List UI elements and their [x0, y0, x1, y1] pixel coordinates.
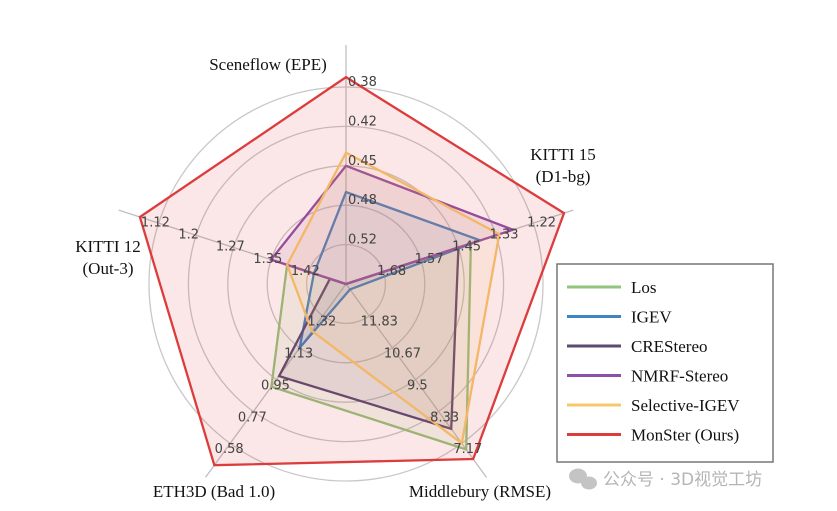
legend-box	[556, 263, 774, 463]
tick-label: 1.57	[415, 252, 444, 267]
tick-label: 1.42	[291, 264, 320, 279]
axis-title: ETH3D (Bad 1.0)	[153, 482, 275, 501]
tick-label: 0.42	[348, 114, 377, 129]
tick-label: 0.77	[238, 410, 267, 425]
tick-label: 1.68	[377, 264, 406, 279]
tick-label: 1.32	[307, 315, 336, 330]
series-selective-igev	[285, 151, 501, 446]
legend: Los IGEV CREStereo NMRF-Stereo Selective-IGE…	[556, 263, 774, 463]
axis-line	[345, 283, 488, 478]
wechat-icon	[569, 468, 597, 490]
tick-labels: 0.52 0.48 0.45 0.42 0.38 1.68 1.57 1.45 1.33 1.22…	[141, 75, 556, 457]
legend-entry: Selective-IGEV	[567, 396, 740, 415]
legend-label: MonSter (Ours)	[631, 426, 739, 445]
axis-title: Middlebury (RMSE)	[409, 482, 551, 501]
tick-label: 1.13	[284, 347, 313, 362]
legend-entry: NMRF-Stereo	[567, 367, 728, 386]
axis-titles: Sceneflow (EPE) KITTI 15 (D1-bg) Middlebury…	[75, 55, 596, 501]
axis-line	[204, 283, 347, 478]
legend-label: Los	[631, 278, 657, 297]
tick-label: 1.2	[178, 227, 199, 242]
axis-title: Sceneflow (EPE)	[209, 55, 327, 74]
watermark-text: 公众号 · 3D视觉工坊	[603, 470, 762, 490]
tick-label: 1.45	[452, 240, 481, 255]
watermark: 公众号 · 3D视觉工坊	[569, 468, 762, 490]
series-polygons	[138, 75, 566, 467]
legend-entry: MonSter (Ours)	[567, 426, 739, 445]
axis-title: (Out-3)	[83, 259, 134, 278]
legend-entry: Los	[567, 278, 657, 297]
legend-label: CREStereo	[631, 337, 708, 356]
tick-label: 0.38	[348, 75, 377, 90]
legend-entry: IGEV	[567, 308, 672, 327]
grid	[118, 45, 574, 482]
legend-entry: CREStereo	[567, 337, 708, 356]
tick-label: 1.22	[527, 215, 556, 230]
series-monster-ours	[138, 75, 566, 467]
series-nmrf-stereo	[269, 164, 517, 286]
tick-label: 1.33	[490, 227, 519, 242]
axis-title: KITTI 12	[75, 237, 141, 256]
legend-label: IGEV	[631, 308, 672, 327]
tick-label: 0.48	[348, 193, 377, 208]
tick-label: 0.58	[215, 442, 244, 457]
tick-label: 1.27	[216, 240, 245, 255]
tick-label: 11.83	[361, 315, 398, 330]
tick-label: 1.35	[253, 252, 282, 267]
tick-label: 7.17	[453, 442, 482, 457]
tick-label: 8.33	[430, 410, 459, 425]
axis-title: (D1-bg)	[536, 167, 591, 186]
legend-label: Selective-IGEV	[631, 396, 740, 415]
axis-title: KITTI 15	[530, 145, 596, 164]
tick-label: 0.45	[348, 154, 377, 169]
tick-label: 0.95	[261, 378, 290, 393]
tick-label: 9.5	[407, 378, 428, 393]
tick-label: 1.12	[141, 215, 170, 230]
legend-label: NMRF-Stereo	[631, 367, 728, 386]
tick-label: 0.52	[348, 233, 377, 248]
tick-label: 10.67	[384, 347, 421, 362]
